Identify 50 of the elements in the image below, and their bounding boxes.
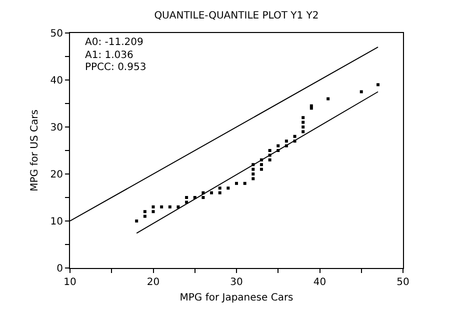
y-tick-label: 50 <box>50 28 63 40</box>
point <box>218 186 222 190</box>
x-tick-label: 50 <box>396 277 410 288</box>
y-tick-label: 40 <box>50 76 63 86</box>
point <box>268 158 272 162</box>
annotation: A0: -11.209 <box>85 37 144 48</box>
point <box>302 130 305 134</box>
point <box>235 182 238 185</box>
annotation: A1: 1.036 <box>85 50 134 61</box>
point <box>260 168 263 171</box>
point <box>160 205 164 208</box>
point <box>185 196 188 199</box>
point <box>376 83 380 86</box>
point <box>284 140 288 143</box>
point <box>143 210 146 214</box>
point <box>302 116 305 120</box>
point <box>168 205 172 208</box>
y-tick-label: 20 <box>50 170 63 180</box>
x-tick-label: 40 <box>313 277 326 288</box>
point <box>218 191 222 194</box>
point <box>302 120 305 124</box>
point <box>326 97 330 100</box>
y-tick-label: 0 <box>56 264 63 274</box>
point <box>302 126 305 128</box>
x-tick-label: 20 <box>146 277 160 288</box>
x-axis-title: MPG for Japanese Cars <box>180 292 294 304</box>
point <box>360 90 363 94</box>
point <box>243 182 246 185</box>
point <box>152 205 155 208</box>
point <box>252 168 255 171</box>
x-tick-label: 30 <box>230 277 243 288</box>
point <box>276 144 280 148</box>
y-tick-label: 30 <box>50 122 63 134</box>
point <box>310 106 313 110</box>
point <box>268 149 272 152</box>
annotation: PPCC: 0.953 <box>85 62 146 73</box>
point <box>135 220 138 222</box>
point <box>260 163 263 166</box>
point <box>210 191 214 194</box>
point <box>252 172 255 176</box>
chart-title: QUANTILE-QUANTILE PLOT Y1 Y2 <box>154 10 319 22</box>
point <box>152 210 155 214</box>
x-tick-label: 10 <box>64 277 76 288</box>
y-axis-title: MPG for US Cars <box>29 110 40 192</box>
point <box>252 177 255 180</box>
point <box>143 214 146 218</box>
y-tick-label: 10 <box>50 216 63 228</box>
point <box>226 186 230 190</box>
point <box>293 134 296 138</box>
point <box>202 196 205 199</box>
